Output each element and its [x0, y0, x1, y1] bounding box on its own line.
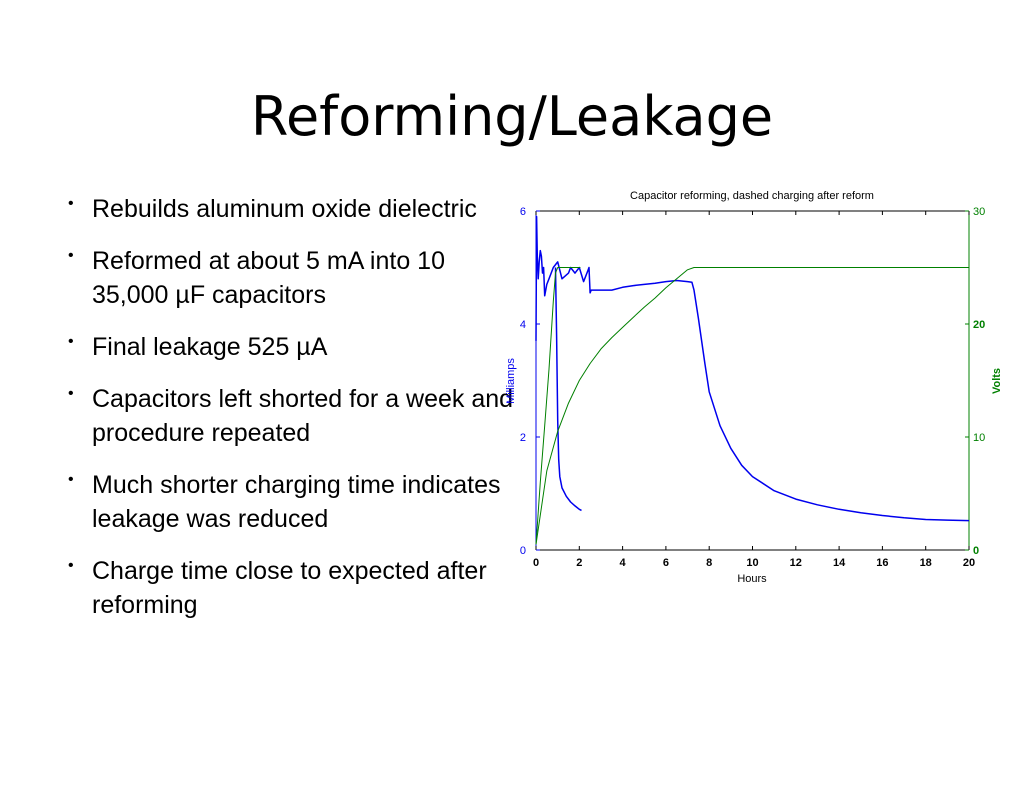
x-axis-label: Hours [737, 573, 767, 585]
x-tick-label: 18 [920, 557, 932, 569]
y-tick-label: 0 [520, 545, 526, 557]
y-axis-label: Milliamps [505, 358, 517, 404]
y2-tick-label: 0 [973, 545, 979, 557]
y2-tick-label: 30 [973, 206, 985, 218]
x-tick-label: 14 [833, 557, 846, 569]
slide-title: Reforming/Leakage [250, 85, 774, 148]
bullet-text: Final leakage 525 µA [92, 333, 328, 361]
bullet-item: • Capacitors left shorted for a week and … [64, 382, 524, 450]
chart-title: Capacitor reforming, dashed charging aft… [630, 190, 874, 202]
y-tick-label: 4 [520, 319, 526, 331]
current-series-line-1 [554, 267, 582, 512]
x-tick-label: 20 [963, 557, 975, 569]
bullet-text: Rebuilds aluminum oxide dielectric [92, 195, 477, 223]
bullet-item: • Charge time close to expected after ref… [64, 554, 524, 622]
current-series-line-0 [535, 215, 970, 522]
y-tick-label: 6 [520, 206, 526, 218]
bullet-dot-icon: • [68, 247, 74, 264]
x-tick-label: 8 [706, 557, 712, 569]
y-tick-label: 2 [520, 432, 526, 444]
plot-area [535, 215, 970, 545]
bullet-dot-icon: • [68, 557, 74, 574]
bullet-item: • Final leakage 525 µA [64, 330, 524, 364]
x-tick-label: 12 [790, 557, 802, 569]
y2-axis-label: Volts [991, 368, 1003, 394]
bullet-item: • Rebuilds aluminum oxide dielectric [64, 192, 524, 226]
bullet-list: • Rebuilds aluminum oxide dielectric • Ref… [64, 192, 524, 640]
bullet-dot-icon: • [68, 333, 74, 350]
voltage-series-line-3 [535, 267, 581, 545]
bullet-dot-icon: • [68, 385, 74, 402]
x-tick-label: 6 [663, 557, 669, 569]
bullet-dot-icon: • [68, 195, 74, 212]
y2-tick-label: 10 [973, 432, 985, 444]
bullet-text: Much shorter charging time indicates lea… [92, 471, 501, 533]
x-tick-label: 4 [620, 557, 627, 569]
bullet-text: Reformed at about 5 mA into 10 35,000 µF… [92, 247, 445, 309]
bullet-dot-icon: • [68, 471, 74, 488]
capacitor-chart: Capacitor reforming, dashed charging aft… [505, 190, 1003, 585]
bullet-item: • Reformed at about 5 mA into 10 35,000 µ… [64, 244, 524, 312]
bullet-text: Capacitors left shorted for a week and p… [92, 385, 514, 447]
bullet-item: • Much shorter charging time indicates le… [64, 468, 524, 536]
x-tick-label: 2 [576, 557, 582, 569]
x-tick-label: 16 [876, 557, 888, 569]
y2-tick-label: 20 [973, 319, 985, 331]
x-tick-label: 0 [533, 557, 539, 569]
bullet-text: Charge time close to expected after refo… [92, 557, 487, 619]
x-tick-label: 10 [746, 557, 758, 569]
chart-container: Capacitor reforming, dashed charging aft… [496, 184, 1012, 592]
voltage-series-line-2 [535, 267, 969, 545]
